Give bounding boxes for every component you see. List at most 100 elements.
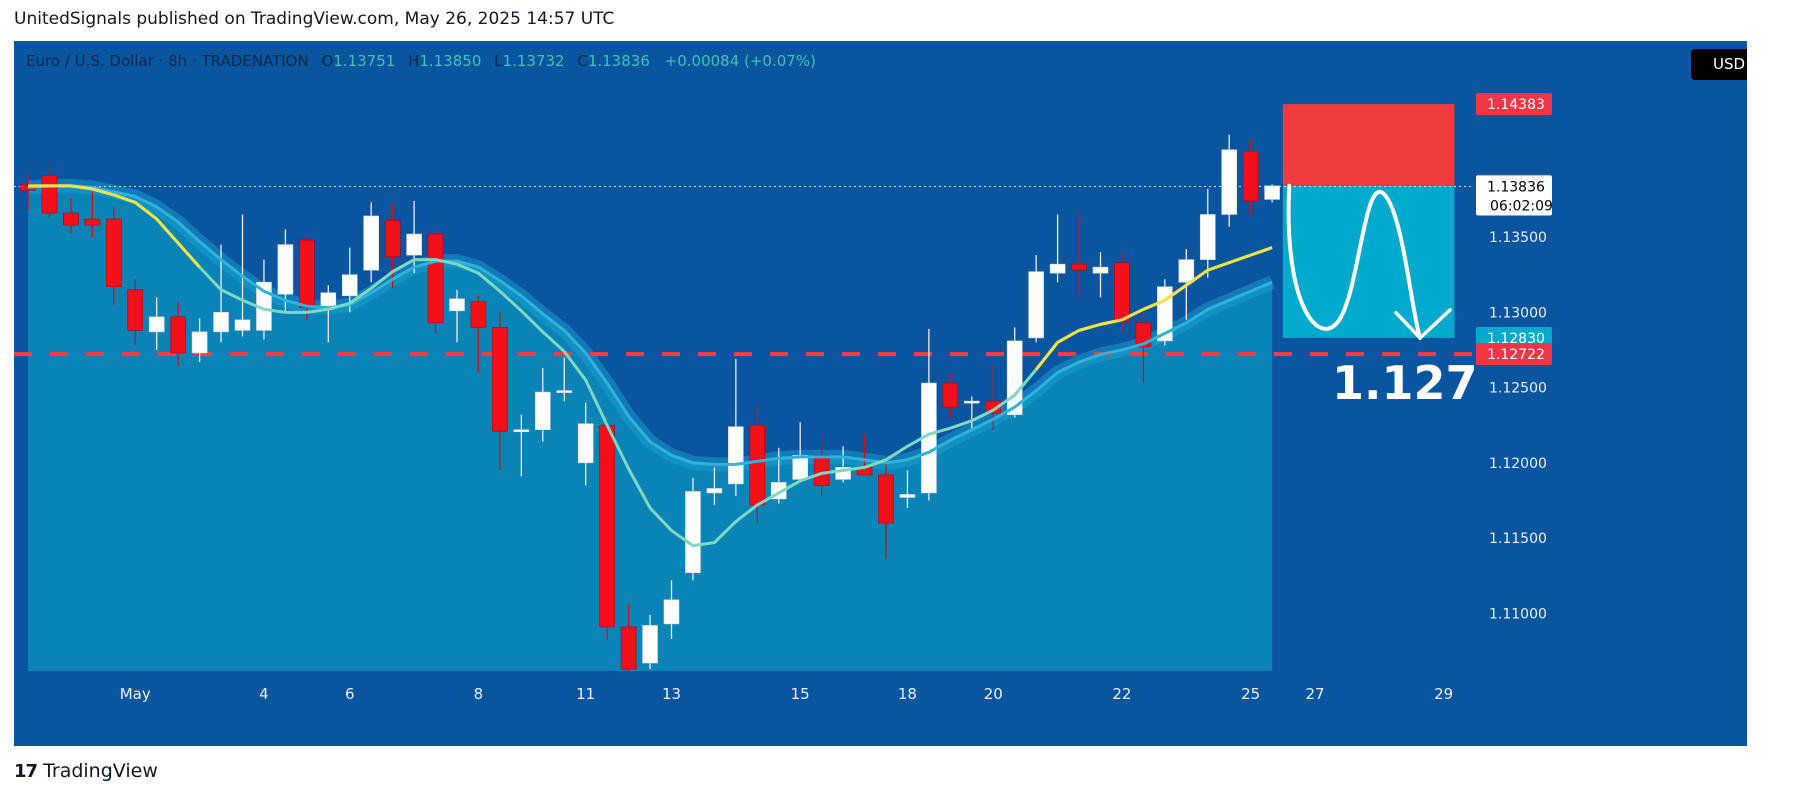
candle-body xyxy=(41,175,58,214)
candle-body xyxy=(599,424,615,628)
price-label-box xyxy=(1476,93,1552,116)
candle[interactable] xyxy=(620,604,637,677)
candle[interactable] xyxy=(1028,255,1044,343)
candle-body xyxy=(792,455,809,480)
price-label-text: 1.12830 xyxy=(1487,331,1545,347)
x-tick-label: 18 xyxy=(898,685,917,703)
price-label-text: 1.14383 xyxy=(1487,97,1545,113)
candle[interactable] xyxy=(470,295,487,373)
candle[interactable] xyxy=(148,297,165,350)
symbol-title[interactable]: Euro / U.S. Dollar · 8h · TRADENATION xyxy=(26,52,309,70)
candle-body xyxy=(899,494,916,498)
x-tick-label: 6 xyxy=(345,685,355,703)
candle-body xyxy=(63,212,79,226)
candle[interactable] xyxy=(642,614,658,670)
fast-ma-recent xyxy=(1034,246,1273,371)
candle[interactable] xyxy=(277,229,294,313)
candle-body xyxy=(406,233,422,256)
candle-body xyxy=(84,218,101,226)
candle[interactable] xyxy=(363,202,380,283)
footer-brand[interactable]: TradingView xyxy=(43,760,158,782)
candle-body xyxy=(127,289,144,331)
low-label: L xyxy=(494,52,503,70)
candle[interactable] xyxy=(513,414,530,477)
footer: 17 TradingView xyxy=(14,760,158,782)
change-value: +0.00084 (+0.07%) xyxy=(664,52,816,70)
candle[interactable] xyxy=(127,279,144,346)
candle[interactable] xyxy=(663,580,680,639)
x-tick-label: 13 xyxy=(662,685,681,703)
candle-body xyxy=(1221,149,1237,215)
candle-body xyxy=(963,400,980,404)
candle[interactable] xyxy=(706,467,723,505)
candle[interactable] xyxy=(427,228,444,334)
candle-body xyxy=(1028,271,1044,339)
candle-body xyxy=(148,316,165,333)
candle-body xyxy=(513,429,530,433)
candle-body xyxy=(277,244,294,295)
candle-body xyxy=(534,391,551,431)
countdown-text: 06:02:09 xyxy=(1490,198,1553,214)
candle[interactable] xyxy=(685,477,701,581)
price-scale-label: 1.14383 xyxy=(1476,93,1552,116)
candle[interactable] xyxy=(299,237,315,320)
price-label-box xyxy=(1476,343,1552,366)
candle[interactable] xyxy=(492,312,508,471)
candle-body xyxy=(1199,214,1216,260)
candle[interactable] xyxy=(384,203,401,289)
candle[interactable] xyxy=(1199,188,1216,278)
candle[interactable] xyxy=(449,289,465,343)
candle[interactable] xyxy=(899,470,916,508)
candle[interactable] xyxy=(1092,252,1109,298)
candle-body xyxy=(492,327,508,432)
candle[interactable] xyxy=(792,422,809,480)
candle[interactable] xyxy=(213,244,229,343)
candle-body xyxy=(985,400,1002,414)
x-tick-label: 4 xyxy=(259,685,269,703)
candle[interactable] xyxy=(556,357,573,402)
projection-path[interactable] xyxy=(1286,183,1423,340)
candle-body xyxy=(577,423,594,464)
y-tick-label: 1.13000 xyxy=(1489,305,1547,321)
candle-body xyxy=(1071,263,1087,271)
candle[interactable] xyxy=(599,420,615,641)
chart-panel[interactable]: 1.1272 1.11000 1.11500 1.12000 1.12500 1.130… xyxy=(14,41,1747,746)
candle[interactable] xyxy=(728,358,744,496)
y-tick-label: 1.13500 xyxy=(1489,230,1547,246)
open-label: O xyxy=(321,52,334,70)
candle[interactable] xyxy=(1264,184,1280,203)
candle[interactable] xyxy=(1221,134,1237,227)
price-scale-label: 1.13836 06:02:09 xyxy=(1476,175,1553,216)
x-tick-label: 8 xyxy=(474,685,484,703)
open-value: 1.13751 xyxy=(333,52,396,70)
candle[interactable] xyxy=(84,191,101,238)
candle-body xyxy=(1178,259,1195,283)
candle[interactable] xyxy=(577,402,594,486)
low-value: 1.13732 xyxy=(502,52,565,70)
candle[interactable] xyxy=(191,318,208,362)
price-chart[interactable]: 1.1272 1.110001.115001.120001.125001.130… xyxy=(14,41,1747,746)
x-tick-label: 25 xyxy=(1241,685,1260,703)
stop-loss-zone[interactable] xyxy=(1282,104,1455,186)
candle[interactable] xyxy=(963,396,980,432)
candle[interactable] xyxy=(942,374,959,420)
y-tick-label: 1.11000 xyxy=(1489,606,1547,622)
candle[interactable] xyxy=(106,206,122,305)
candle[interactable] xyxy=(813,434,830,496)
x-tick-label: 29 xyxy=(1434,685,1453,703)
candle[interactable] xyxy=(1242,139,1259,216)
x-tick-label: 27 xyxy=(1305,685,1324,703)
tradingview-logo-icon[interactable]: 17 xyxy=(14,760,38,782)
currency-button[interactable]: USD xyxy=(1691,49,1747,80)
candle[interactable] xyxy=(170,301,186,367)
candle-body xyxy=(191,331,208,354)
x-tick-label: 11 xyxy=(576,685,595,703)
candle[interactable] xyxy=(534,368,551,442)
candle[interactable] xyxy=(1071,211,1087,298)
candle[interactable] xyxy=(63,197,79,235)
candle[interactable] xyxy=(1049,214,1066,283)
candle[interactable] xyxy=(878,459,894,560)
candle[interactable] xyxy=(1114,252,1130,332)
candle-body xyxy=(1242,150,1259,202)
candle-body xyxy=(341,274,358,297)
